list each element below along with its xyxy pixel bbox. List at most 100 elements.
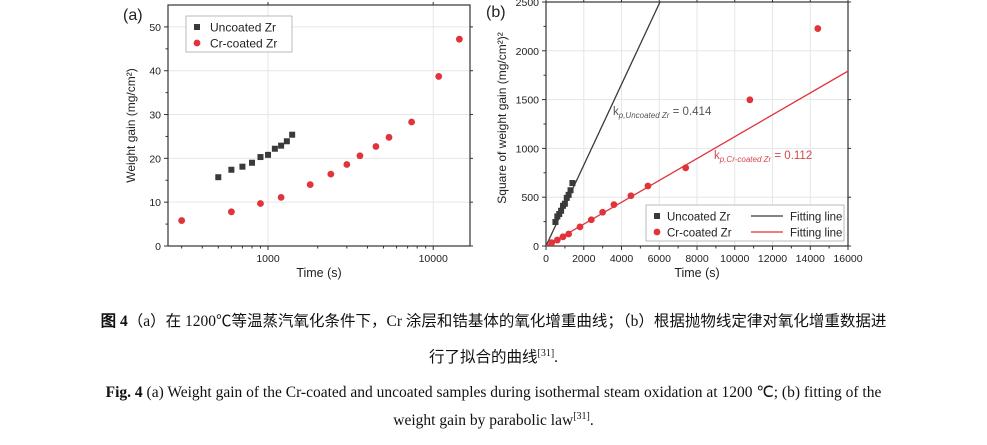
x-tick-label: 1000 [256, 253, 280, 265]
legend-fit-label: Fitting line [790, 228, 842, 240]
data-point-cr-coated [356, 152, 364, 160]
data-point-cr-coated [343, 161, 351, 168]
k-subscript: p,Uncoated Zr [618, 111, 670, 120]
legend-marker-cr-coated [653, 228, 661, 236]
data-point-cr-coated [227, 208, 235, 216]
caption-cn-text: （a）在 1200℃等温蒸汽氧化条件下，Cr 涂层和锆基体的氧化增重曲线；（b）… [127, 313, 887, 330]
caption-en-text: (a) Weight gain of the Cr-coated and unc… [142, 384, 882, 401]
caption-en-line1: Fig. 4 (a) Weight gain of the Cr-coated … [0, 383, 987, 402]
data-point-cr-coated [627, 192, 635, 200]
data-point-uncoated [278, 142, 285, 149]
legend-fit-label: Fitting line [790, 212, 842, 224]
y-axis-label: Weight gain (mg/cm²) [124, 68, 138, 182]
legend-label: Cr-coated Zr [667, 228, 732, 240]
k-symbol: k [613, 106, 619, 118]
panel-label: (b) [486, 4, 506, 21]
data-point-cr-coated [306, 181, 314, 189]
legend-box [185, 15, 293, 53]
data-point-cr-coated [277, 193, 285, 201]
data-point-uncoated [271, 145, 278, 152]
caption-cn-text2: 行了拟合的曲线 [428, 349, 538, 366]
x-tick-label: 0 [543, 253, 549, 265]
rate-constant-annotation: kp,Cr-coated Zr = 0.112 [714, 150, 812, 164]
data-point-uncoated [565, 191, 572, 198]
y-tick-label: 2500 [516, 0, 540, 9]
data-point-uncoated [257, 154, 264, 161]
data-point-cr-coated [435, 73, 443, 80]
data-point-uncoated [283, 138, 290, 145]
panel-label: (a) [123, 7, 143, 24]
y-tick-label: 1500 [516, 95, 540, 107]
legend-marker-cr-coated [193, 39, 201, 47]
data-point-uncoated [561, 200, 568, 207]
fitting-line-cr-coated [546, 70, 848, 246]
data-point-uncoated [249, 159, 256, 166]
data-point-cr-coated [576, 223, 584, 231]
data-point-uncoated [265, 151, 272, 158]
y-tick-label: 0 [533, 241, 539, 253]
y-tick-label: 500 [521, 192, 539, 204]
data-point-cr-coated [814, 25, 822, 32]
caption-en-ref: [31] [573, 411, 590, 422]
k-value: = 0.112 [771, 150, 812, 162]
data-point-cr-coated [682, 164, 690, 172]
data-point-uncoated [563, 194, 570, 201]
data-point-uncoated [215, 174, 222, 181]
caption-en-text2: weight gain by parabolic law [393, 412, 574, 430]
legend-label: Uncoated Zr [210, 21, 276, 35]
legend-marker-uncoated [194, 24, 200, 30]
k-value: = 0.414 [669, 106, 711, 118]
legend-box [645, 204, 845, 242]
rate-constant-annotation: kp,Uncoated Zr = 0.414 [613, 106, 712, 120]
data-point-cr-coated [559, 233, 567, 241]
caption-cn-line2: 行了拟合的曲线[31]. [0, 345, 987, 367]
caption-cn-line1: 图 4（a）在 1200℃等温蒸汽氧化条件下，Cr 涂层和锆基体的氧化增重曲线；… [0, 309, 987, 331]
data-point-uncoated [558, 207, 565, 214]
fitting-line-uncoated [546, 2, 661, 246]
x-axis-label: Time (s) [674, 266, 719, 280]
y-tick-label: 10 [149, 197, 161, 209]
x-tick-label: 10000 [720, 253, 749, 265]
legend-label: Uncoated Zr [667, 212, 730, 224]
caption-en-line2: weight gain by parabolic law[31]. [0, 411, 987, 430]
y-tick-label: 1000 [516, 143, 540, 155]
data-point-uncoated [228, 166, 235, 173]
data-point-cr-coated [372, 143, 380, 150]
data-point-cr-coated [548, 239, 556, 247]
data-point-cr-coated [455, 35, 463, 43]
x-axis-label: Time (s) [296, 266, 341, 280]
x-tick-label: 2000 [572, 253, 596, 265]
y-tick-label: 50 [149, 22, 161, 34]
data-point-uncoated [289, 131, 296, 138]
x-tick-label: 6000 [648, 253, 672, 265]
data-point-cr-coated [408, 118, 416, 126]
data-point-cr-coated [587, 216, 595, 224]
x-tick-label: 10000 [419, 253, 448, 265]
caption-en-label: Fig. 4 [105, 384, 143, 401]
x-tick-label: 12000 [758, 253, 787, 265]
y-tick-label: 40 [149, 66, 161, 78]
data-point-cr-coated [257, 200, 264, 207]
data-point-uncoated [556, 210, 563, 217]
x-tick-label: 16000 [833, 253, 862, 265]
data-point-cr-coated [178, 217, 186, 224]
caption-cn-ref: [31] [537, 347, 555, 359]
x-tick-label: 14000 [796, 253, 825, 265]
data-point-cr-coated [327, 170, 335, 178]
data-point-cr-coated [553, 236, 561, 244]
legend-label: Cr-coated Zr [210, 37, 277, 51]
data-point-cr-coated [385, 133, 393, 141]
x-tick-label: 8000 [685, 253, 709, 265]
plot-frame [167, 4, 471, 247]
data-point-cr-coated [599, 208, 607, 216]
y-tick-label: 0 [155, 241, 161, 253]
caption-en-end: . [589, 412, 594, 430]
data-point-cr-coated [610, 201, 618, 209]
data-point-uncoated [569, 180, 576, 187]
caption-cn-end: . [554, 349, 559, 366]
y-tick-label: 30 [149, 110, 161, 122]
data-point-uncoated [239, 163, 246, 170]
data-point-cr-coated [746, 96, 754, 104]
legend-marker-uncoated [654, 213, 660, 219]
y-tick-label: 2000 [516, 46, 540, 58]
